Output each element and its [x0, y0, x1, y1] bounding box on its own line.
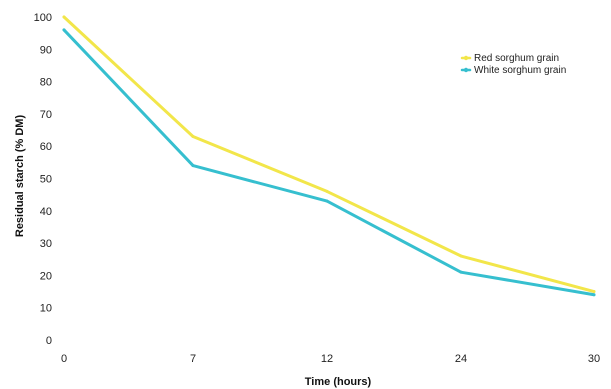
y-tick-label: 40 [40, 206, 52, 218]
y-axis-title: Residual starch (% DM) [14, 115, 26, 238]
data-point [592, 293, 596, 297]
y-tick-label: 60 [40, 141, 52, 153]
data-point [325, 199, 329, 203]
x-tick-label: 24 [455, 353, 467, 365]
data-point [191, 164, 195, 168]
x-tick-label: 0 [61, 353, 67, 365]
x-axis-ticks: 0 7 12 24 30 [61, 353, 600, 365]
data-point [459, 254, 463, 258]
y-tick-label: 100 [34, 12, 52, 24]
legend-label: Red sorghum grain [474, 53, 559, 64]
y-tick-label: 0 [46, 335, 52, 347]
data-point [191, 135, 195, 139]
x-tick-label: 30 [588, 353, 600, 365]
series-lines [62, 15, 596, 297]
legend-marker-dot [463, 55, 469, 61]
x-axis-title: Time (hours) [305, 376, 372, 388]
data-point [325, 189, 329, 193]
y-tick-label: 90 [40, 44, 52, 56]
y-tick-label: 70 [40, 109, 52, 121]
y-tick-label: 10 [40, 303, 52, 315]
y-tick-label: 80 [40, 77, 52, 89]
x-tick-label: 7 [190, 353, 196, 365]
legend-marker-dot [463, 67, 469, 73]
data-point [62, 28, 66, 32]
y-tick-label: 20 [40, 270, 52, 282]
y-tick-label: 30 [40, 238, 52, 250]
data-point [592, 290, 596, 294]
data-point [459, 270, 463, 274]
data-point [62, 15, 66, 19]
y-tick-label: 50 [40, 174, 52, 186]
x-tick-label: 12 [321, 353, 333, 365]
legend-label: White sorghum grain [474, 65, 566, 76]
y-axis-ticks: 0 10 20 30 40 50 60 70 80 90 100 [34, 12, 52, 347]
